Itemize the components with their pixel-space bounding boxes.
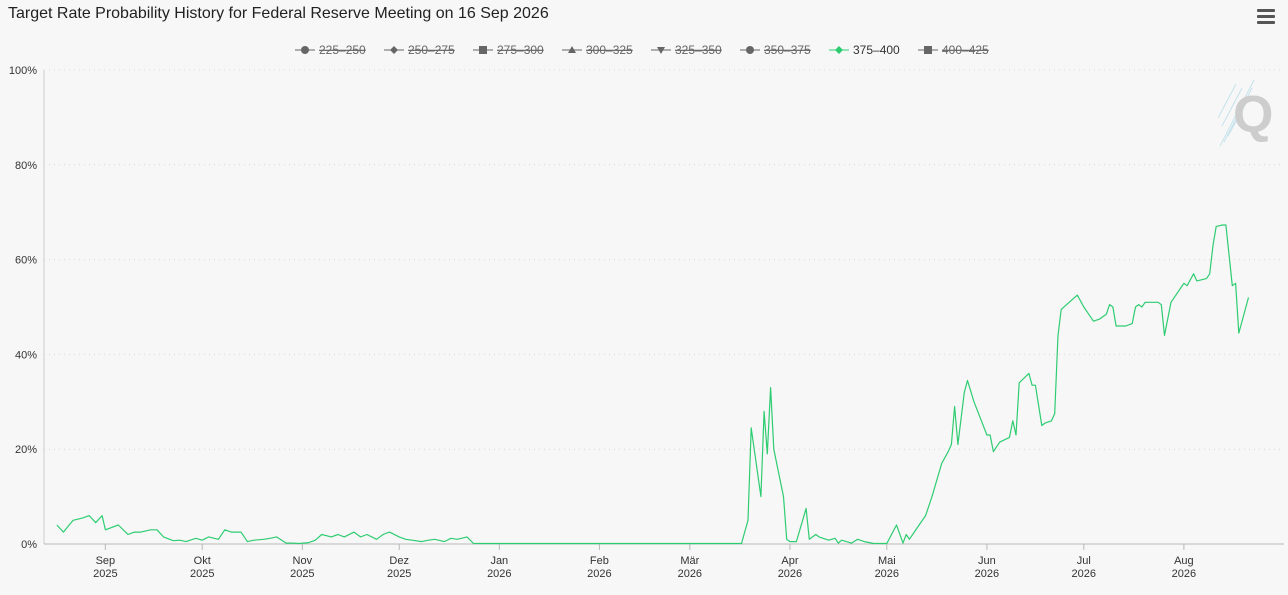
x-tick-year-label: 2026: [1072, 568, 1096, 580]
x-tick-year-label: 2025: [387, 568, 411, 580]
legend-marker-triangle-down: [657, 47, 665, 54]
q-logo-icon: Q: [1217, 79, 1273, 147]
x-tick-month-label: Jun: [978, 555, 996, 567]
x-tick-month-label: Apr: [781, 555, 798, 567]
legend-label: 300–325: [586, 43, 633, 57]
legend-item-375–400[interactable]: 375–400: [829, 43, 900, 57]
x-tick-month-label: Okt: [194, 555, 211, 567]
hamburger-menu-icon[interactable]: [1257, 9, 1275, 27]
x-tick-year-label: 2026: [1172, 568, 1196, 580]
x-tick-year-label: 2026: [587, 568, 611, 580]
legend-marker-square: [924, 46, 932, 54]
x-tick-year-label: 2026: [875, 568, 899, 580]
legend-marker-diamond: [835, 46, 843, 54]
legend-label: 400–425: [942, 43, 989, 57]
x-tick-month-label: Mär: [680, 555, 699, 567]
chart-title: Target Rate Probability History for Fede…: [8, 5, 549, 22]
watermark-letter: Q: [1233, 86, 1273, 144]
x-tick-month-label: Jan: [490, 555, 508, 567]
y-tick-label: 0%: [21, 539, 37, 551]
legend-label: 225–250: [319, 43, 366, 57]
legend-marker-square: [479, 46, 487, 54]
series-lines: [56, 224, 1250, 545]
legend-marker-diamond: [390, 46, 398, 54]
y-tick-label: 40%: [15, 349, 37, 361]
legend-item-300–325[interactable]: 300–325: [562, 43, 633, 57]
grid: [44, 69, 1284, 450]
x-tick-month-label: Feb: [590, 555, 609, 567]
legend-item-275–300[interactable]: 275–300: [473, 43, 544, 57]
legend-item-325–350[interactable]: 325–350: [651, 43, 722, 57]
x-tick-month-label: Jul: [1077, 555, 1091, 567]
y-tick-label: 60%: [15, 255, 37, 267]
legend-label: 275–300: [497, 43, 544, 57]
x-tick-year-label: 2026: [975, 568, 999, 580]
legend-label: 375–400: [853, 43, 900, 57]
y-tick-label: 100%: [9, 65, 37, 77]
x-tick-month-label: Dez: [389, 555, 409, 567]
y-tick-label: 20%: [15, 444, 37, 456]
legend-item-350–375[interactable]: 350–375: [740, 43, 811, 57]
x-tick-month-label: Aug: [1174, 555, 1194, 567]
legend-label: 325–350: [675, 43, 722, 57]
x-tick-year-label: 2026: [778, 568, 802, 580]
legend-item-250–275[interactable]: 250–275: [384, 43, 455, 57]
x-tick-year-label: 2025: [93, 568, 117, 580]
y-tick-label: 80%: [15, 160, 37, 172]
x-tick-year-label: 2026: [487, 568, 511, 580]
legend-item-225–250[interactable]: 225–250: [295, 43, 366, 57]
series-line-375–400: [56, 224, 1250, 545]
x-tick-year-label: 2025: [290, 568, 314, 580]
legend-label: 350–375: [764, 43, 811, 57]
x-tick-year-label: 2025: [190, 568, 214, 580]
legend-item-400–425[interactable]: 400–425: [918, 43, 989, 57]
legend-label: 250–275: [408, 43, 455, 57]
x-tick-month-label: Sep: [96, 555, 116, 567]
x-tick-month-label: Mai: [878, 555, 896, 567]
x-tick-year-label: 2026: [678, 568, 702, 580]
axes: 0%20%40%60%80%100%Sep2025Okt2025Nov2025D…: [9, 65, 1284, 580]
x-tick-month-label: Nov: [293, 555, 313, 567]
legend: 225–250 250–275 275–300 300–325 325–350 350–3…: [295, 43, 989, 57]
legend-marker-triangle: [568, 46, 576, 53]
legend-marker-circle: [746, 46, 754, 54]
legend-marker-circle: [301, 46, 309, 54]
